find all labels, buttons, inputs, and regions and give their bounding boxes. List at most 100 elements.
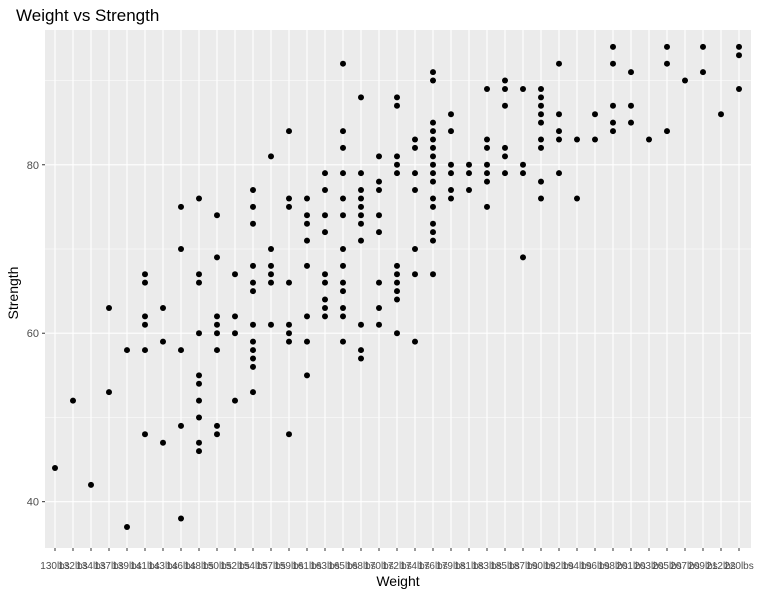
- data-point: [484, 136, 490, 143]
- data-point: [466, 187, 472, 194]
- data-point: [430, 229, 436, 236]
- data-point: [484, 203, 490, 210]
- data-point: [502, 144, 508, 151]
- data-point: [232, 271, 238, 278]
- data-point: [250, 347, 256, 354]
- data-point: [430, 69, 436, 76]
- data-point: [322, 187, 328, 194]
- data-point: [412, 136, 418, 143]
- x-tick-label: 143lbs: [148, 561, 177, 572]
- data-point: [736, 43, 742, 50]
- data-point: [196, 414, 202, 421]
- data-point: [106, 389, 112, 396]
- data-point: [250, 288, 256, 295]
- data-point: [322, 229, 328, 236]
- x-tick-label: 185lbs: [490, 561, 519, 572]
- data-point: [358, 321, 364, 328]
- data-point: [556, 60, 562, 67]
- x-tick-label: 198lbs: [598, 561, 627, 572]
- data-point: [304, 372, 310, 379]
- data-point: [214, 313, 220, 320]
- data-point: [178, 347, 184, 354]
- data-point: [592, 111, 598, 118]
- data-point: [430, 203, 436, 210]
- data-point: [340, 60, 346, 67]
- data-point: [394, 330, 400, 337]
- x-tick-label: 205lbs: [652, 561, 681, 572]
- data-point: [268, 271, 274, 278]
- data-point: [520, 161, 526, 168]
- data-point: [214, 254, 220, 261]
- data-point: [322, 271, 328, 278]
- x-tick-label: 170lbs: [364, 561, 393, 572]
- x-tick-label: 209lbs: [688, 561, 717, 572]
- data-point: [340, 313, 346, 320]
- data-point: [232, 397, 238, 404]
- data-point: [484, 161, 490, 168]
- data-point: [196, 380, 202, 387]
- data-point: [736, 52, 742, 59]
- data-point: [304, 237, 310, 244]
- x-tick-label: 159lbs: [274, 561, 303, 572]
- data-point: [196, 372, 202, 379]
- data-point: [196, 439, 202, 446]
- data-point: [376, 321, 382, 328]
- x-tick-label: 154lbs: [238, 561, 267, 572]
- x-tick-label: 172lbs: [382, 561, 411, 572]
- x-tick-label: 132lbs: [58, 561, 87, 572]
- x-tick-label: 150lbs: [202, 561, 231, 572]
- data-point: [196, 279, 202, 286]
- data-point: [412, 144, 418, 151]
- data-point: [268, 279, 274, 286]
- data-point: [340, 262, 346, 269]
- data-point: [250, 203, 256, 210]
- data-point: [448, 170, 454, 177]
- data-point: [214, 321, 220, 328]
- x-tick-label: 212lbs: [706, 561, 735, 572]
- x-tick-label: 201lbs: [616, 561, 645, 572]
- data-points: [52, 43, 742, 530]
- data-point: [448, 128, 454, 135]
- data-point: [376, 153, 382, 160]
- data-point: [430, 136, 436, 143]
- data-point: [430, 220, 436, 227]
- data-point: [700, 43, 706, 50]
- x-tick-label: 130lbs: [40, 561, 69, 572]
- data-point: [358, 220, 364, 227]
- data-point: [232, 330, 238, 337]
- data-point: [304, 262, 310, 269]
- data-point: [250, 389, 256, 396]
- data-point: [700, 69, 706, 76]
- data-point: [340, 304, 346, 311]
- data-point: [160, 439, 166, 446]
- data-point: [646, 136, 652, 143]
- data-point: [88, 481, 94, 488]
- x-tick-label: 137lbs: [94, 561, 123, 572]
- data-point: [412, 245, 418, 252]
- data-point: [106, 304, 112, 311]
- data-point: [142, 347, 148, 354]
- x-tick-label: 203lbs: [634, 561, 663, 572]
- data-point: [250, 262, 256, 269]
- data-point: [574, 136, 580, 143]
- data-point: [214, 422, 220, 429]
- data-point: [682, 77, 688, 84]
- y-tick-label: 80: [27, 160, 39, 172]
- data-point: [340, 288, 346, 295]
- data-point: [448, 195, 454, 202]
- data-point: [178, 203, 184, 210]
- data-point: [196, 330, 202, 337]
- x-tick-label: 165lbs: [328, 561, 357, 572]
- data-point: [430, 178, 436, 185]
- x-axis-ticks: 130lbs132lbs134lbs137lbs139lbs141lbs143l…: [40, 548, 754, 572]
- data-point: [484, 85, 490, 92]
- y-tick-label: 60: [27, 328, 39, 340]
- data-point: [214, 212, 220, 219]
- data-point: [340, 245, 346, 252]
- data-point: [304, 220, 310, 227]
- data-point: [538, 94, 544, 101]
- data-point: [610, 43, 616, 50]
- data-point: [412, 271, 418, 278]
- data-point: [250, 220, 256, 227]
- x-tick-label: 196lbs: [580, 561, 609, 572]
